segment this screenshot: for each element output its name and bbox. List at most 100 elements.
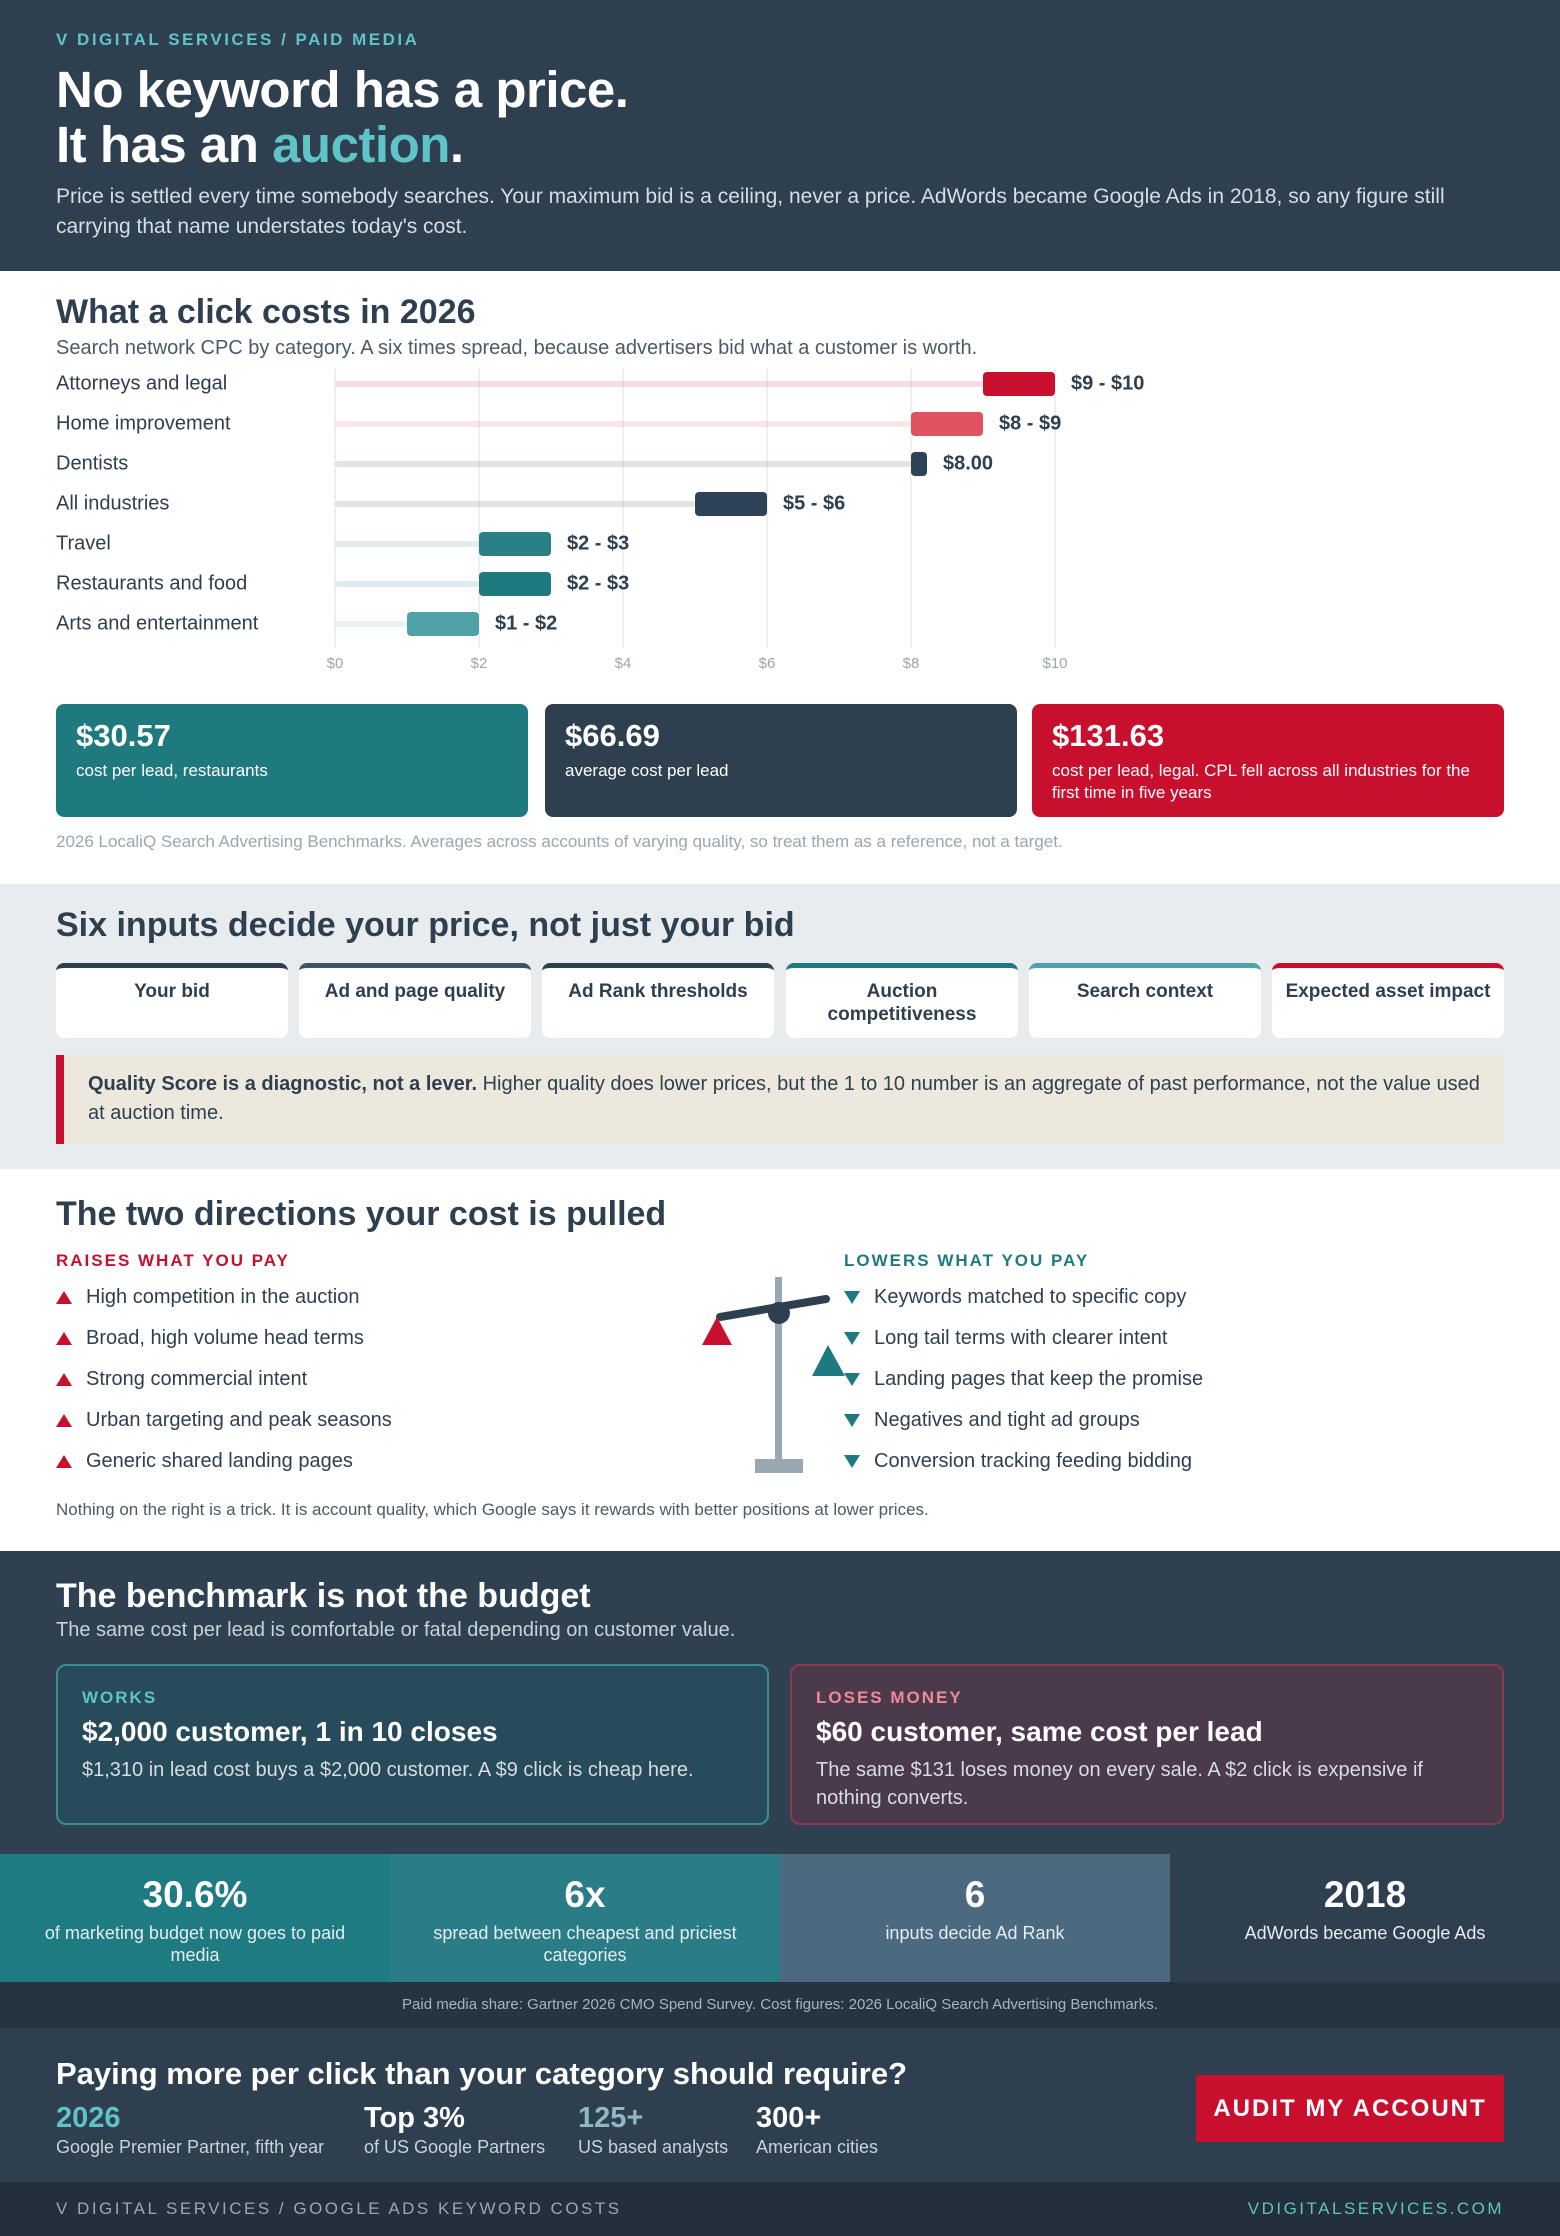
stat: 2018 AdWords became Google Ads xyxy=(1170,1854,1560,1982)
column-heading: LOWERS WHAT YOU PAY xyxy=(844,1251,1090,1270)
eyebrow: V DIGITAL SERVICES / PAID MEDIA xyxy=(56,30,420,49)
scenario-card: LOSES MONEY $60 customer, same cost per l… xyxy=(790,1664,1504,1825)
bullet-icon xyxy=(56,1455,72,1468)
bullet-icon xyxy=(844,1455,860,1468)
input-tab: Ad and page quality xyxy=(299,963,531,1038)
fact-value: 2026 xyxy=(56,2102,121,2134)
input-tab: Expected asset impact xyxy=(1272,963,1504,1038)
fact: 125+ US based analysts xyxy=(578,2102,728,2158)
x-tick-label: $4 xyxy=(615,655,632,672)
stat: 6x spread between cheapest and priciest c… xyxy=(390,1854,780,1982)
track xyxy=(335,581,479,587)
x-tick-label: $0 xyxy=(327,655,344,672)
stat-label: inputs decide Ad Rank xyxy=(885,1923,1065,1943)
stats-strip: 30.6% of marketing budget now goes to pai… xyxy=(0,1854,1560,1982)
chart: $0 $2 $4 $6 $8 $10 Attorneys and legal $9 - $10… xyxy=(56,368,1144,672)
stat: 30.6% of marketing budget now goes to pai… xyxy=(0,1854,390,1982)
track xyxy=(335,421,911,427)
fact-value: 300+ xyxy=(756,2102,822,2134)
card-headline: $60 customer, same cost per lead xyxy=(816,1716,1263,1747)
fact-label: American cities xyxy=(756,2137,879,2157)
value-label: $9 - $10 xyxy=(1071,372,1144,394)
value-label: $8 - $9 xyxy=(999,412,1061,434)
bullet-icon xyxy=(56,1291,72,1304)
track xyxy=(335,461,911,467)
value-label: $2 - $3 xyxy=(567,532,629,554)
category-label: Dentists xyxy=(56,452,128,474)
range-bar xyxy=(479,572,551,596)
scenario-card: WORKS $2,000 customer, 1 in 10 closes $1,3… xyxy=(56,1664,769,1825)
track xyxy=(335,621,407,627)
kpi-label: cost per lead, legal. CPL fell across al… xyxy=(1052,761,1470,802)
category-label: Attorneys and legal xyxy=(56,372,227,394)
category-label: Home improvement xyxy=(56,412,231,434)
section-title: Six inputs decide your price, not just y… xyxy=(56,906,795,944)
fact: 2026 Google Premier Partner, fifth year xyxy=(56,2102,324,2158)
x-tick-label: $6 xyxy=(759,655,776,672)
stats-source: Paid media share: Gartner 2026 CMO Spend… xyxy=(0,1982,1560,2028)
cta-button[interactable]: AUDIT MY ACCOUNT xyxy=(1196,2075,1504,2142)
range-bar xyxy=(407,612,479,636)
kpi-label: cost per lead, restaurants xyxy=(76,761,268,780)
x-tick-label: $2 xyxy=(471,655,488,672)
stat-label: AdWords became Google Ads xyxy=(1244,1923,1486,1943)
kpi-card: $30.57 cost per lead, restaurants xyxy=(56,704,528,817)
callout: Quality Score is a diagnostic, not a lev… xyxy=(56,1055,1504,1144)
list-item: Generic shared landing pages xyxy=(86,1450,353,1472)
cta-title: Paying more per click than your category… xyxy=(56,2056,908,2091)
card-tag: LOSES MONEY xyxy=(816,1688,963,1707)
list-item: Urban targeting and peak seasons xyxy=(86,1409,392,1431)
chart-title: What a click costs in 2026 xyxy=(56,293,476,331)
bullet-icon xyxy=(844,1332,860,1345)
range-bar xyxy=(983,372,1055,396)
input-tab: Ad Rank thresholds xyxy=(542,963,774,1038)
list-item: Strong commercial intent xyxy=(86,1368,308,1390)
fact-label: Google Premier Partner, fifth year xyxy=(56,2137,325,2157)
value-label: $8.00 xyxy=(943,452,993,474)
input-tab: Auction competitiveness xyxy=(786,963,1018,1038)
bullet-icon xyxy=(844,1414,860,1427)
headline: It has an auction. xyxy=(56,115,464,174)
bullet-icon xyxy=(844,1291,860,1304)
list-item: Negatives and tight ad groups xyxy=(874,1409,1140,1431)
fact-label: of US Google Partners xyxy=(364,2137,546,2157)
stat: 6 inputs decide Ad Rank xyxy=(780,1854,1170,1982)
footer-left: V DIGITAL SERVICES / GOOGLE ADS KEYWORD … xyxy=(56,2199,622,2218)
list-item: Conversion tracking feeding bidding xyxy=(874,1450,1192,1472)
section-title: The benchmark is not the budget xyxy=(56,1577,591,1615)
chart-section: What a click costs in 2026 Search networ… xyxy=(0,271,1560,884)
value-label: $1 - $2 xyxy=(495,612,557,634)
range-bar xyxy=(911,452,927,476)
callout-text: Higher quality does lower prices, but th… xyxy=(88,1073,1480,1124)
stat-value: 30.6% xyxy=(142,1874,248,1915)
track xyxy=(335,501,695,507)
footer: V DIGITAL SERVICES / GOOGLE ADS KEYWORD … xyxy=(0,2182,1560,2236)
stat-label: of marketing budget now goes to paid med… xyxy=(44,1923,346,1965)
input-tab: Your bid xyxy=(56,963,288,1038)
fact-value: 125+ xyxy=(578,2102,644,2134)
input-tab: Search context xyxy=(1029,963,1261,1038)
scale-illustration xyxy=(702,1277,845,1473)
chart-subtitle: Search network CPC by category. A six ti… xyxy=(56,337,978,359)
headline-highlight: auction xyxy=(272,116,450,173)
bullet-icon xyxy=(56,1373,72,1386)
section-title: The two directions your cost is pulled xyxy=(56,1195,667,1233)
value-label: $2 - $3 xyxy=(567,572,629,594)
list-item: Broad, high volume head terms xyxy=(86,1327,364,1349)
list-item: Keywords matched to specific copy xyxy=(874,1286,1187,1308)
category-label: Travel xyxy=(56,532,111,554)
directions-section: The two directions your cost is pulled R… xyxy=(0,1169,1560,1551)
fact-value: Top 3% xyxy=(364,2102,465,2134)
headline-part: It has an xyxy=(56,116,259,173)
benchmark-section: The benchmark is not the budget The same… xyxy=(0,1551,1560,1854)
kpi-value: $131.63 xyxy=(1052,718,1165,753)
track xyxy=(335,541,479,547)
stat-label: spread between cheapest and priciest cat… xyxy=(433,1923,737,1965)
footer-right: VDIGITALSERVICES.COM xyxy=(1247,2199,1504,2218)
kpi-value: $66.69 xyxy=(565,718,660,753)
intro: Price is settled every time somebody sea… xyxy=(56,185,1445,238)
fact-label: US based analysts xyxy=(578,2137,729,2157)
headline-part: . xyxy=(449,116,464,173)
kpi-label: average cost per lead xyxy=(565,761,729,780)
